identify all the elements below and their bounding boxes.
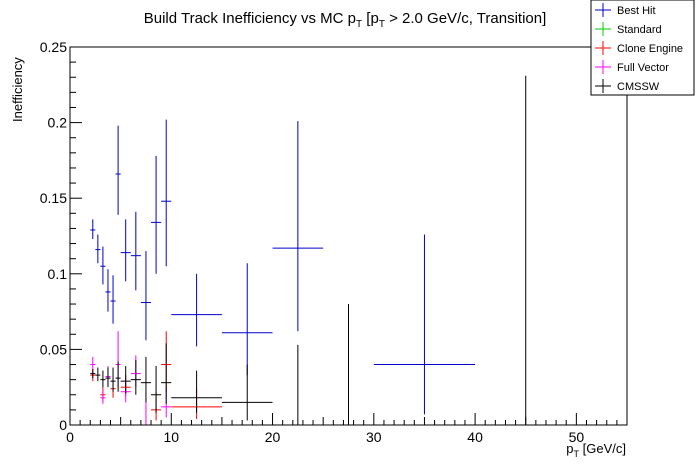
- x-axis: 0 10 20 30 40 50: [66, 413, 628, 445]
- legend-label: Clone Engine: [617, 43, 683, 55]
- plot-frame: [69, 46, 628, 426]
- series-best-hit: [90, 119, 476, 415]
- x-axis-title: pT [GeV/c]: [566, 441, 626, 459]
- legend-label: Full Vector: [617, 62, 669, 74]
- chart-title: Build Track Inefficiency vs MC pT [pT > …: [144, 10, 547, 30]
- legend-label: Best Hit: [617, 5, 656, 17]
- x-axis-title-sub: T: [574, 449, 580, 459]
- x-tick-label: 40: [467, 429, 483, 445]
- x-tick-label: 10: [163, 429, 179, 445]
- title-sub-1: T: [356, 19, 362, 30]
- x-tick-label: 0: [66, 429, 74, 445]
- y-tick-label: 0.25: [40, 39, 67, 55]
- legend: Best Hit Standard Clone Engine Full Vector C…: [590, 0, 695, 96]
- legend-label: Standard: [617, 24, 662, 36]
- y-axis: 0 0.05 0.1 0.15 0.2 0.25: [40, 39, 82, 433]
- title-main: Build Track Inefficiency vs MC p: [144, 10, 356, 27]
- y-tick-label: 0.15: [40, 190, 67, 206]
- legend-label: CMSSW: [617, 81, 660, 93]
- y-tick-label: 0.2: [48, 115, 68, 131]
- y-tick-label: 0.05: [40, 341, 67, 357]
- y-axis-title: Inefficiency: [10, 57, 25, 122]
- y-tick-label: 0: [59, 417, 67, 433]
- title-tail: > 2.0 GeV/c, Transition]: [385, 10, 546, 27]
- x-tick-label: 30: [366, 429, 382, 445]
- title-mid: [p: [362, 10, 379, 27]
- x-tick-label: 50: [569, 429, 585, 445]
- x-tick-label: 20: [265, 429, 281, 445]
- plot-markers: [90, 75, 577, 426]
- y-tick-label: 0.1: [48, 266, 68, 282]
- title-sub-2: T: [379, 19, 385, 30]
- x-axis-title-tail: [GeV/c]: [579, 441, 626, 456]
- x-axis-title-main: p: [566, 441, 573, 456]
